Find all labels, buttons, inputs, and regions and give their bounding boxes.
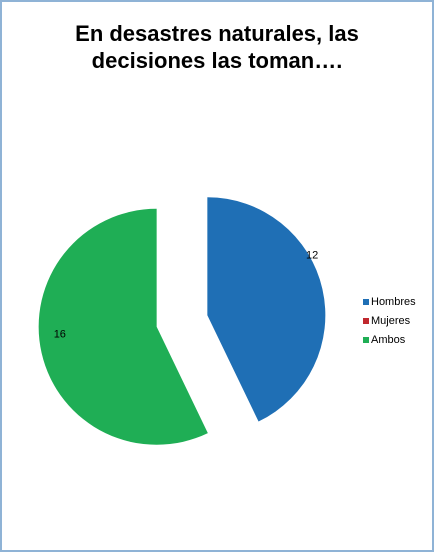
legend-swatch-mujeres (363, 317, 369, 324)
pie-slice-hombres (207, 197, 326, 422)
legend-label-mujeres: Mujeres (371, 314, 411, 327)
pie-slice-ambos (38, 208, 208, 445)
legend-label-hombres: Hombres (371, 295, 416, 308)
chart-title-line-1: En desastres naturales, las (75, 21, 359, 46)
legend-item-mujeres: Mujeres (363, 311, 416, 330)
chart-title-line-2: decisiones las toman…. (91, 48, 343, 73)
legend-label-ambos: Ambos (371, 333, 406, 346)
legend: Hombres Mujeres Ambos (363, 292, 416, 349)
data-label-hombres: 12 (306, 249, 318, 261)
data-label-ambos: 16 (54, 329, 66, 341)
legend-item-hombres: Hombres (363, 292, 416, 311)
chart-title: En desastres naturales, las decisiones l… (2, 20, 432, 74)
legend-swatch-ambos (363, 336, 369, 343)
legend-item-ambos: Ambos (363, 330, 416, 349)
legend-swatch-hombres (363, 298, 369, 305)
